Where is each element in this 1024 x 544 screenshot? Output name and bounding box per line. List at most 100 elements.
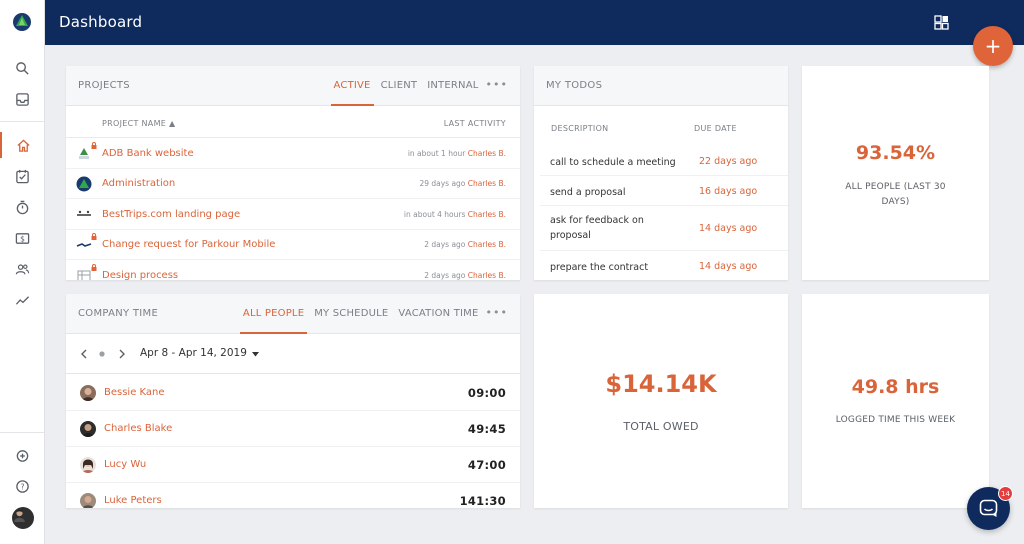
projects-column-header: PROJECT NAME ▲ LAST ACTIVITY — [66, 106, 520, 138]
company-time-more-button[interactable]: ••• — [485, 306, 508, 319]
person-name[interactable]: Charles Blake — [104, 423, 173, 434]
activity-user[interactable]: Charles B. — [467, 179, 506, 188]
projects-title: PROJECTS — [78, 80, 130, 91]
dashboard-layout-icon[interactable] — [934, 15, 949, 30]
todo-description: prepare the contract — [550, 262, 649, 273]
person-row[interactable]: Luke Peters 141:30 — [66, 483, 520, 508]
table-row[interactable]: BestTrips.com landing page in about 4 ho… — [66, 200, 520, 230]
todo-row[interactable]: send a proposal 16 days ago — [540, 176, 788, 206]
home-icon — [17, 138, 30, 152]
person-row[interactable]: Lucy Wu 47:00 — [66, 447, 520, 483]
project-logo-icon — [77, 210, 91, 216]
sidebar-item-tasks[interactable] — [0, 163, 45, 189]
table-row[interactable]: Administration 29 days ago Charles B. — [66, 169, 520, 199]
logged-time-card[interactable]: 49.8 hrs LOGGED TIME THIS WEEK — [802, 294, 989, 508]
svg-text:?: ? — [21, 482, 25, 491]
sidebar-item-time[interactable] — [0, 194, 45, 220]
add-button[interactable]: + — [973, 26, 1013, 66]
people-stat-card[interactable]: 93.54% ALL PEOPLE (LAST 30 DAYS) — [802, 66, 989, 280]
projects-tabs: ACTIVE CLIENT INTERNAL ••• — [327, 66, 508, 106]
lock-icon — [91, 264, 97, 271]
todo-due: 16 days ago — [699, 186, 758, 197]
project-name[interactable]: ADB Bank website — [102, 148, 194, 159]
total-owed-label: TOTAL OWED — [623, 420, 699, 433]
avatar — [80, 421, 96, 437]
activity-when: 29 days ago — [419, 179, 466, 188]
sidebar-item-reports[interactable] — [0, 287, 45, 313]
stopwatch-icon — [16, 200, 29, 214]
projects-more-button[interactable]: ••• — [485, 78, 508, 91]
sidebar-item-add-timer[interactable] — [0, 442, 45, 468]
logged-time-label: LOGGED TIME THIS WEEK — [835, 415, 956, 425]
person-name[interactable]: Bessie Kane — [104, 387, 165, 398]
table-row[interactable]: Change request for Parkour Mobile 2 days… — [66, 230, 520, 260]
sidebar: $ ? — [0, 0, 45, 544]
sidebar-item-home[interactable] — [0, 132, 45, 158]
sidebar-item-inbox[interactable] — [0, 86, 45, 112]
person-time: 47:00 — [467, 458, 506, 472]
project-name[interactable]: BestTrips.com landing page — [102, 209, 241, 220]
todo-due: 14 days ago — [699, 261, 758, 272]
sidebar-item-help[interactable]: ? — [0, 473, 45, 499]
tab-internal[interactable]: INTERNAL — [427, 80, 479, 91]
person-row[interactable]: Bessie Kane 09:00 — [66, 375, 520, 411]
table-row[interactable]: ADB Bank website in about 1 hour Charles… — [66, 139, 520, 169]
todo-row[interactable]: ask for feedback on proposal 14 days ago — [540, 206, 788, 251]
help-icon: ? — [16, 479, 29, 493]
alarm-plus-icon — [16, 449, 29, 462]
project-name[interactable]: Design process — [102, 270, 179, 280]
activity-user[interactable]: Charles B. — [467, 240, 506, 249]
todos-title: MY TODOS — [546, 80, 603, 91]
activity-user[interactable]: Charles B. — [467, 271, 506, 280]
person-name[interactable]: Luke Peters — [104, 495, 162, 506]
table-row[interactable]: Design process 2 days ago Charles B. — [66, 261, 520, 280]
todo-description: call to schedule a meeting — [550, 157, 676, 168]
activity-user[interactable]: Charles B. — [467, 210, 506, 219]
dollar-icon: $ — [15, 232, 30, 244]
activity-user[interactable]: Charles B. — [467, 149, 506, 158]
person-name[interactable]: Lucy Wu — [104, 459, 147, 470]
person-row[interactable]: Charles Blake 49:45 — [66, 411, 520, 447]
projects-header: PROJECTS ACTIVE CLIENT INTERNAL ••• — [66, 66, 520, 106]
company-time-header: COMPANY TIME ALL PEOPLE MY SCHEDULE VACA… — [66, 294, 520, 334]
total-owed-card[interactable]: $14.14K TOTAL OWED — [534, 294, 788, 508]
company-time-title: COMPANY TIME — [78, 308, 159, 319]
sidebar-item-billing[interactable]: $ — [0, 225, 45, 251]
lock-icon — [91, 142, 97, 149]
avatar — [80, 493, 96, 508]
sidebar-item-people[interactable] — [0, 256, 45, 282]
person-time: 141:30 — [459, 494, 506, 508]
people-stat-value: 93.54% — [855, 142, 936, 164]
checkbox-icon — [16, 169, 29, 183]
avatar — [80, 385, 96, 401]
todo-due: 14 days ago — [699, 223, 758, 234]
chevron-right-icon[interactable] — [118, 349, 126, 359]
project-name[interactable]: Change request for Parkour Mobile — [102, 239, 276, 250]
sidebar-item-profile[interactable] — [0, 505, 45, 531]
tab-client[interactable]: CLIENT — [380, 80, 418, 91]
chevron-left-icon[interactable] — [80, 349, 88, 359]
tab-active[interactable]: ACTIVE — [330, 66, 374, 106]
todo-row[interactable]: call to schedule a meeting 22 days ago — [540, 146, 788, 176]
inbox-icon — [16, 92, 29, 106]
todo-row[interactable]: prepare the contract 14 days ago — [540, 251, 788, 280]
column-last-activity: LAST ACTIVITY — [443, 119, 506, 128]
app-logo[interactable] — [12, 12, 32, 32]
company-time-card: COMPANY TIME ALL PEOPLE MY SCHEDULE VACA… — [66, 294, 520, 508]
caret-down-icon[interactable] — [252, 352, 259, 357]
project-name[interactable]: Administration — [102, 178, 176, 189]
project-logo-icon — [79, 148, 89, 159]
sidebar-item-search[interactable] — [0, 55, 45, 81]
activity-when: in about 1 hour — [407, 149, 466, 158]
person-time: 09:00 — [467, 386, 506, 400]
date-range[interactable]: Apr 8 - Apr 14, 2019 — [140, 347, 247, 359]
column-project-name[interactable]: PROJECT NAME ▲ — [102, 119, 176, 128]
activity-when: 2 days ago — [424, 240, 466, 249]
tab-vacation-time[interactable]: VACATION TIME — [398, 308, 479, 319]
tab-my-schedule[interactable]: MY SCHEDULE — [314, 308, 389, 319]
people-stat-label: ALL PEOPLE (LAST 30 DAYS) — [845, 182, 946, 207]
chat-badge: 14 — [998, 486, 1013, 501]
today-dot-icon[interactable] — [99, 351, 105, 357]
todo-due: 22 days ago — [699, 156, 758, 167]
tab-all-people[interactable]: ALL PEOPLE — [239, 294, 308, 334]
